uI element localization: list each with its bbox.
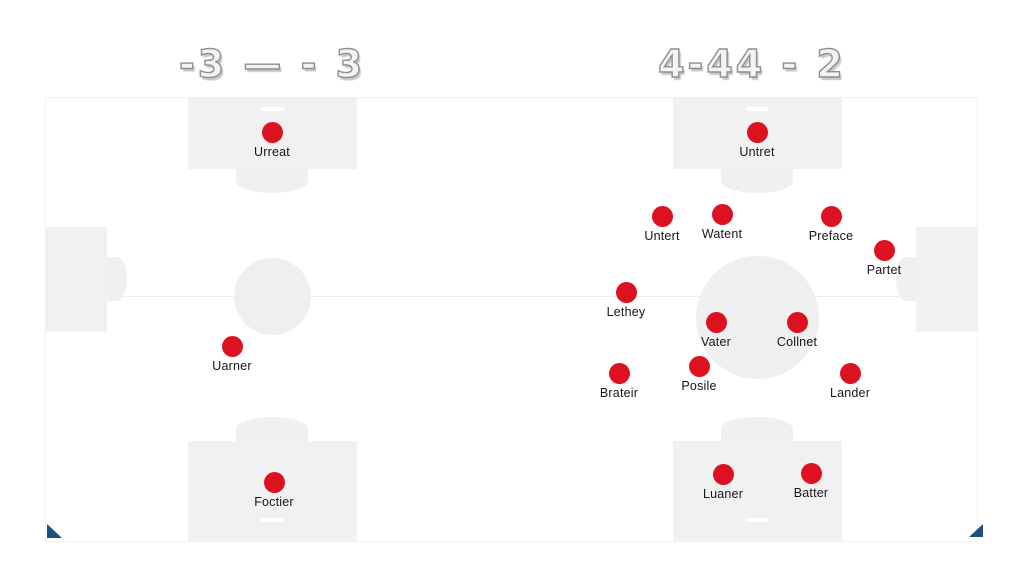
player-name: Untret (739, 145, 775, 159)
penalty-arc-bottom-left (236, 417, 308, 441)
player-dot-icon (221, 336, 243, 360)
player-name: Urreat (254, 145, 290, 159)
player-marker[interactable]: Brateir (574, 363, 664, 402)
player-name: Vater (701, 335, 731, 349)
player-name: Brateir (599, 386, 639, 400)
player-marker[interactable]: Luaner (678, 464, 768, 503)
halfway-line (45, 296, 978, 297)
player-dot-icon (615, 282, 637, 306)
player-dot-icon (873, 240, 895, 264)
player-name: Luaner (702, 487, 744, 501)
goal-line-mark (261, 518, 284, 522)
formation-title-left: -3 — - 3 (178, 41, 366, 86)
player-name: Lander (829, 386, 871, 400)
penalty-area-edge-right (916, 227, 978, 332)
player-name: Untert (644, 229, 680, 243)
player-dot-icon (839, 363, 861, 387)
penalty-area-edge-left (45, 227, 107, 332)
player-dot-icon (800, 463, 822, 487)
penalty-arc-edge-left (107, 257, 127, 301)
player-marker[interactable]: Urreat (227, 122, 317, 161)
player-marker[interactable]: Lethey (581, 282, 671, 321)
player-dot-icon (608, 363, 630, 387)
goal-line-mark (746, 518, 769, 522)
player-marker[interactable]: Vater (671, 312, 761, 351)
player-name: Uarner (212, 359, 252, 373)
player-marker[interactable]: Preface (786, 206, 876, 245)
player-marker[interactable]: Partet (839, 240, 929, 279)
player-name: Batter (793, 486, 829, 500)
penalty-arc-top-right (721, 169, 793, 193)
goal-line-mark (746, 107, 769, 111)
player-dot-icon (651, 206, 673, 230)
player-marker[interactable]: Uarner (187, 336, 277, 375)
player-name: Preface (808, 229, 854, 243)
player-dot-icon (263, 472, 285, 496)
player-dot-icon (688, 356, 710, 380)
player-marker[interactable]: Batter (766, 463, 856, 502)
player-marker[interactable]: Collnet (752, 312, 842, 351)
player-marker[interactable]: Watent (677, 204, 767, 243)
player-dot-icon (705, 312, 727, 336)
player-dot-icon (711, 204, 733, 228)
player-name: Lethey (606, 305, 646, 319)
player-name: Watent (701, 227, 743, 241)
player-dot-icon (261, 122, 283, 146)
player-name: Posile (681, 379, 717, 393)
player-dot-icon (746, 122, 768, 146)
player-marker[interactable]: Untert (617, 206, 707, 245)
player-name: Partet (866, 263, 902, 277)
player-dot-icon (820, 206, 842, 230)
player-name: Foctier (254, 495, 294, 509)
player-marker[interactable]: Untret (712, 122, 802, 161)
player-dot-icon (712, 464, 734, 488)
player-marker[interactable]: Lander (805, 363, 895, 402)
player-name: Collnet (776, 335, 818, 349)
penalty-arc-edge-right (896, 257, 916, 301)
player-marker[interactable]: Posile (654, 356, 744, 395)
formation-title-right: 4-44 - 2 (657, 41, 846, 86)
penalty-arc-bottom-right (721, 417, 793, 441)
center-circle-left (234, 258, 311, 335)
goal-line-mark (261, 107, 284, 111)
penalty-area-bottom-right (673, 441, 842, 541)
player-marker[interactable]: Foctier (229, 472, 319, 511)
player-dot-icon (786, 312, 808, 336)
penalty-arc-top-left (236, 169, 308, 193)
